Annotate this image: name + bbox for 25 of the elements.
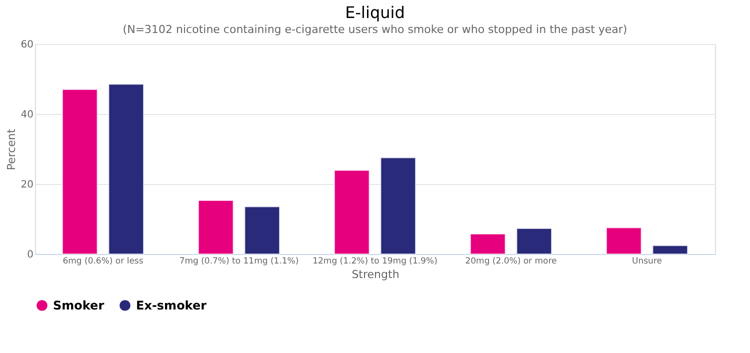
y-tick-label: 60 bbox=[20, 40, 34, 50]
bar bbox=[198, 200, 234, 254]
chart-title: E-liquid bbox=[345, 3, 405, 22]
chart-subtitle: (N=3102 nicotine containing e-cigarette users who smoke or who stopped in the past year) bbox=[122, 23, 628, 36]
bar bbox=[652, 245, 688, 254]
x-tick-label: Unsure bbox=[632, 256, 662, 266]
x-tick-label: 6mg (0.6%) or less bbox=[62, 256, 144, 266]
x-tick-label: 12mg (1.2%) to 19mg (1.9%) bbox=[312, 256, 438, 266]
y-tick-label: 20 bbox=[20, 180, 34, 190]
x-tick-label: 20mg (2.0%) or more bbox=[465, 256, 557, 266]
x-tick-label: 7mg (0.7%) to 11mg (1.1%) bbox=[179, 256, 299, 266]
bar bbox=[62, 89, 98, 254]
bar bbox=[516, 228, 552, 254]
bar bbox=[380, 157, 416, 254]
bar bbox=[244, 206, 280, 254]
y-tick-label: 0 bbox=[27, 250, 34, 260]
y-axis-title: Percent bbox=[4, 128, 18, 170]
legend-label: Smoker bbox=[53, 298, 104, 312]
bar bbox=[606, 227, 642, 254]
legend-label: Ex-smoker bbox=[136, 298, 207, 312]
bar bbox=[470, 234, 506, 254]
y-tick-label: 40 bbox=[20, 110, 34, 120]
bar bbox=[108, 84, 144, 254]
bar bbox=[334, 170, 370, 254]
x-axis-title: Strength bbox=[352, 268, 400, 281]
